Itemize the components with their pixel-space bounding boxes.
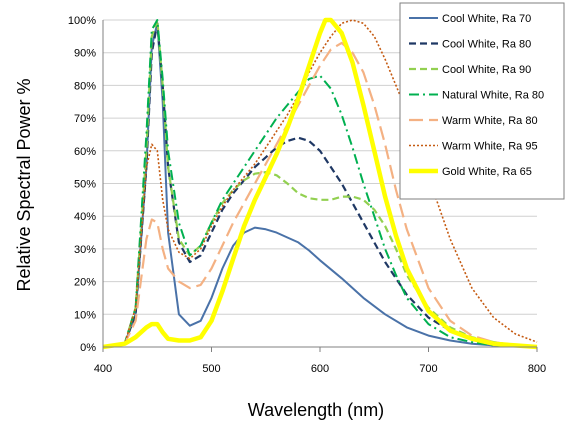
y-tick-label: 0%: [80, 342, 96, 354]
y-tick-label: 10%: [74, 309, 96, 321]
y-tick-label: 90%: [74, 48, 96, 60]
y-tick-label: 100%: [68, 15, 96, 27]
legend-label-2: Cool White, Ra 90: [442, 64, 531, 76]
y-tick-label: 20%: [74, 277, 96, 289]
axes: 0% 10% 20% 30% 40% 50% 60% 70% 80% 90% 100% 400 500 6…: [68, 15, 546, 375]
series-line-2: [102, 18, 538, 349]
legend-label-0: Cool White, Ra 70: [442, 13, 531, 25]
y-tick-label: 30%: [74, 244, 96, 256]
series-line-1: [102, 22, 538, 349]
series-line-6: [102, 17, 538, 350]
series-lines: [102, 17, 538, 350]
legend-label-4: Warm White, Ra 80: [442, 115, 538, 127]
y-tick-label: 70%: [74, 113, 96, 125]
legend-box: [399, 2, 565, 200]
y-tick-label: 50%: [74, 179, 96, 191]
legend: Cool White, Ra 70 Cool White, Ra 80 Cool W…: [399, 2, 565, 200]
x-tick-label: 600: [311, 363, 329, 375]
x-axis-title: Wavelength (nm): [248, 400, 384, 420]
x-tick-label: 500: [202, 363, 220, 375]
legend-label-6: Gold White, Ra 65: [442, 166, 532, 178]
y-tick-label: 60%: [74, 146, 96, 158]
y-axis-title: Relative Spectral Power %: [14, 78, 34, 291]
legend-label-3: Natural White, Ra 80: [442, 90, 544, 102]
y-tick-label: 80%: [74, 80, 96, 92]
y-tick-label: 40%: [74, 211, 96, 223]
x-tick-label: 700: [419, 363, 437, 375]
legend-label-1: Cool White, Ra 80: [442, 39, 531, 51]
legend-label-5: Warm White, Ra 95: [442, 141, 538, 153]
x-tick-label: 400: [94, 363, 112, 375]
x-tick-label: 800: [528, 363, 546, 375]
